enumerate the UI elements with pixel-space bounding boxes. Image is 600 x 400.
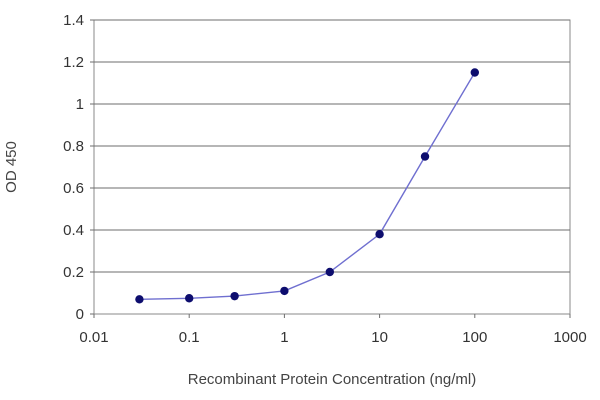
x-axis-label: Recombinant Protein Concentration (ng/ml…	[188, 371, 476, 388]
data-point	[230, 291, 239, 301]
x-tick-label: 0.01	[79, 329, 108, 346]
data-point	[185, 294, 194, 303]
x-tick-label: 1000	[553, 329, 586, 346]
series-line	[139, 72, 476, 300]
y-tick-label: 1.4	[63, 12, 84, 29]
x-tick-label: 0.1	[179, 329, 200, 346]
y-tick-label: 1	[76, 96, 84, 113]
data-point	[135, 295, 144, 304]
series-layer	[135, 68, 479, 304]
y-tick-label: 1.2	[63, 54, 84, 71]
y-tick-label: 0.2	[63, 264, 84, 281]
y-axis-label: OD 450	[3, 141, 20, 193]
data-point	[325, 267, 335, 277]
y-tick-label: 0.6	[63, 180, 84, 197]
x-tick-label: 1	[280, 329, 288, 346]
x-tick-label: 10	[371, 329, 388, 346]
y-tick-label: 0	[76, 306, 84, 323]
y-axis-ticks: 0 0.2 0.4 0.6 0.8 1 1.2 1.4	[63, 12, 94, 323]
grid-lines	[94, 19, 570, 273]
data-point	[470, 68, 479, 77]
x-axis-ticks: 0.01 0.1 1 10 100 1000	[79, 314, 587, 346]
plot-area	[93, 19, 571, 315]
data-point	[375, 230, 384, 239]
x-tick-label: 100	[462, 329, 487, 346]
data-point	[420, 152, 430, 161]
y-tick-label: 0.4	[63, 222, 84, 239]
data-point	[280, 286, 289, 296]
y-tick-label: 0.8	[63, 138, 84, 155]
